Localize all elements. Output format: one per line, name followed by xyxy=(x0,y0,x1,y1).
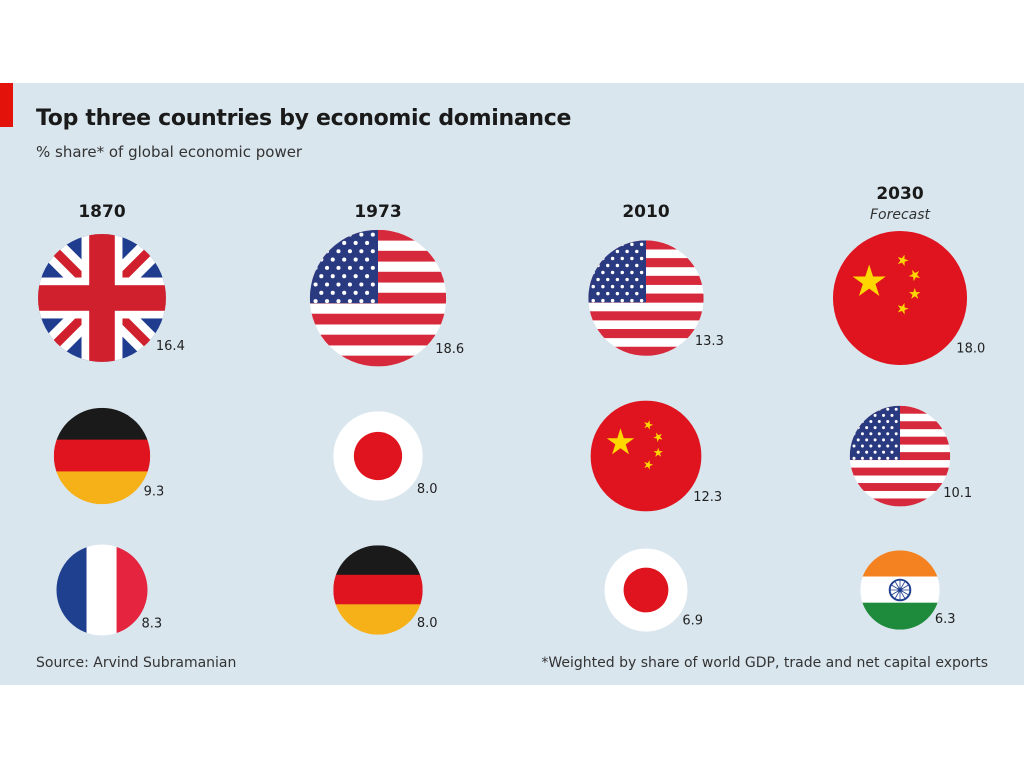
chart-panel xyxy=(0,83,1024,685)
value-label: 6.9 xyxy=(682,613,703,628)
china-flag xyxy=(590,400,702,512)
forecast-note: Forecast xyxy=(869,207,931,223)
usa-flag xyxy=(849,405,951,507)
usa-bubble-2010 xyxy=(588,240,704,356)
value-label: 8.0 xyxy=(417,482,438,497)
value-label: 10.1 xyxy=(943,486,972,501)
japan-bubble-1973 xyxy=(333,411,423,501)
uk-bubble-1870 xyxy=(38,234,166,362)
chart-subtitle: % share* of global economic power xyxy=(36,143,303,161)
footnote: *Weighted by share of world GDP, trade a… xyxy=(541,655,988,671)
accent-tab xyxy=(0,83,13,127)
japan-flag xyxy=(333,411,423,501)
france-bubble-1870 xyxy=(56,544,148,636)
year-label-2030: 2030 xyxy=(876,184,924,204)
year-label-1973: 1973 xyxy=(354,202,402,222)
usa-bubble-1973 xyxy=(309,229,447,367)
value-label: 12.3 xyxy=(693,490,722,505)
germany-flag xyxy=(333,545,423,635)
value-label: 13.3 xyxy=(695,334,724,349)
usa-bubble-2030 xyxy=(849,405,951,507)
year-label-2010: 2010 xyxy=(622,202,670,222)
value-label: 9.3 xyxy=(144,485,165,500)
usa-flag xyxy=(309,229,447,367)
value-label: 8.0 xyxy=(417,616,438,631)
usa-flag xyxy=(588,240,704,356)
japan-bubble-2010 xyxy=(604,548,688,632)
source-note: Source: Arvind Subramanian xyxy=(36,655,237,671)
value-label: 18.0 xyxy=(956,341,985,356)
value-label: 16.4 xyxy=(156,339,185,354)
germany-bubble-1870 xyxy=(53,407,151,505)
china-bubble-2010 xyxy=(590,400,702,512)
france-flag xyxy=(56,544,148,636)
germany-bubble-1973 xyxy=(333,545,423,635)
value-label: 18.6 xyxy=(435,342,464,357)
value-label: 6.3 xyxy=(935,612,956,627)
germany-flag xyxy=(53,407,151,505)
japan-flag xyxy=(604,548,688,632)
india-flag xyxy=(860,550,940,630)
china-bubble-2030 xyxy=(832,230,968,366)
value-label: 8.3 xyxy=(142,617,163,632)
year-label-1870: 1870 xyxy=(78,202,126,222)
india-bubble-2030 xyxy=(860,550,940,630)
uk-flag xyxy=(38,234,166,362)
chart-title: Top three countries by economic dominanc… xyxy=(36,106,572,131)
china-flag xyxy=(832,230,968,366)
